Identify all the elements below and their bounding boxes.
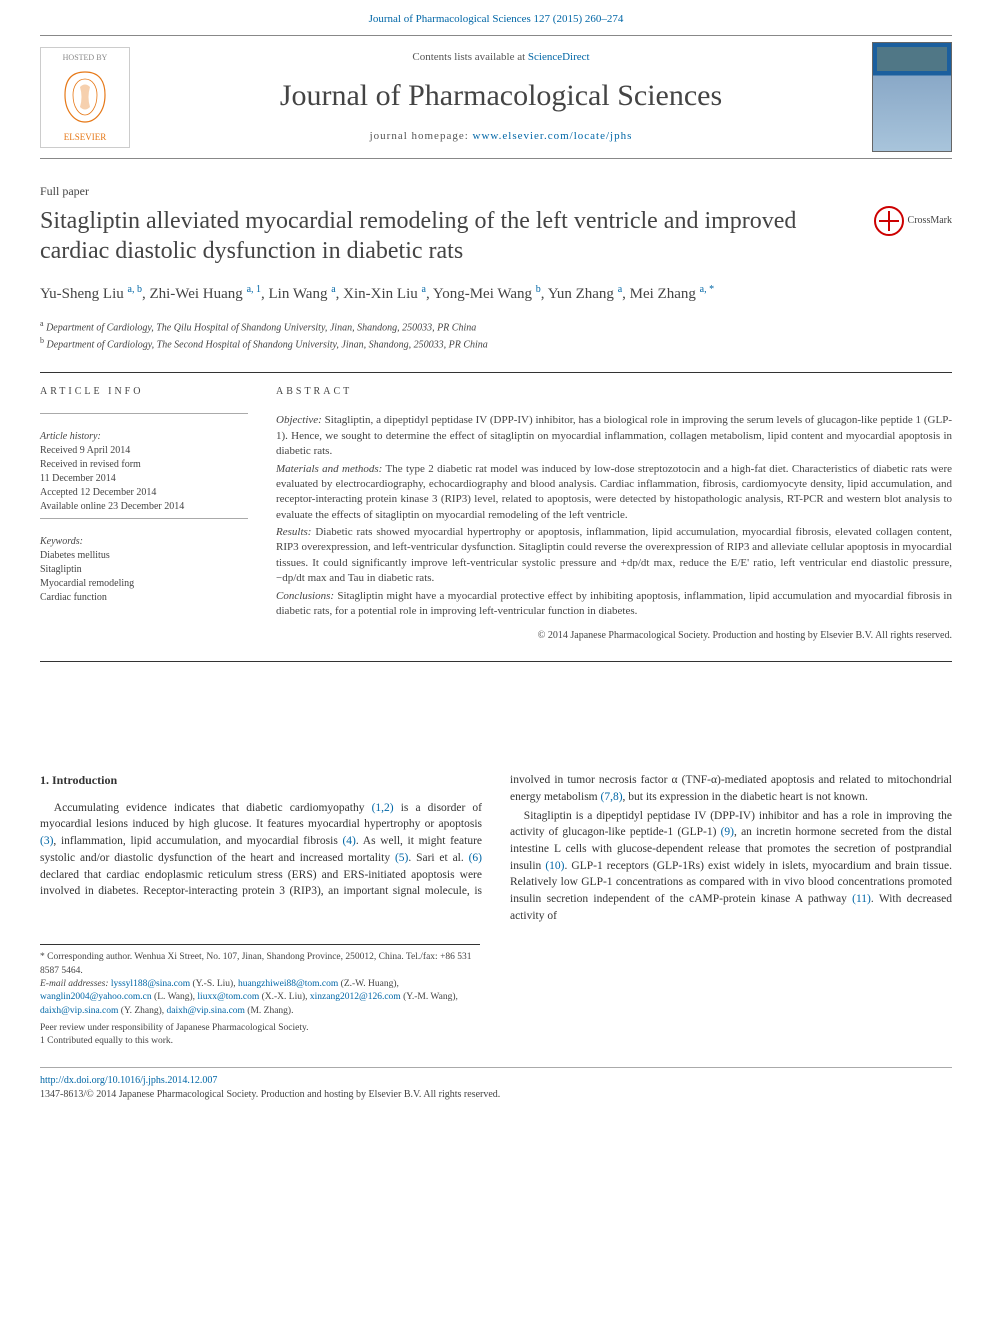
article-info-column: ARTICLE INFO Article history: Received 9… — [40, 373, 260, 661]
homepage-link[interactable]: www.elsevier.com/locate/jphs — [473, 130, 633, 142]
abstract-heading: ABSTRACT — [276, 385, 952, 403]
hosted-by-label: HOSTED BY — [63, 52, 108, 63]
history-online: Available online 23 December 2014 — [40, 500, 248, 514]
email-link[interactable]: daixh@vip.sina.com — [40, 1006, 118, 1016]
email-link[interactable]: liuxx@tom.com — [197, 992, 259, 1002]
email-link[interactable]: xinzang2012@126.com — [310, 992, 401, 1002]
email-addresses: E-mail addresses: lyssyl188@sina.com (Y.… — [40, 978, 480, 1018]
article-type: Full paper — [40, 183, 952, 200]
keywords-block: Keywords: Diabetes mellitus Sitagliptin … — [40, 518, 248, 605]
masthead-center: Contents lists available at ScienceDirec… — [142, 44, 860, 151]
history-revised-date: 11 December 2014 — [40, 472, 248, 486]
homepage-line: journal homepage: www.elsevier.com/locat… — [142, 129, 860, 144]
citation: Journal of Pharmacological Sciences 127 … — [369, 13, 624, 25]
journal-title: Journal of Pharmacological Sciences — [142, 75, 860, 117]
peer-review-note: Peer review under responsibility of Japa… — [40, 1022, 480, 1035]
ref-link[interactable]: (4) — [342, 835, 355, 847]
ref-link[interactable]: (1,2) — [372, 802, 394, 814]
email-link[interactable]: wanglin2004@yahoo.com.cn — [40, 992, 152, 1002]
ref-link[interactable]: (9) — [721, 826, 734, 838]
info-abstract-row: ARTICLE INFO Article history: Received 9… — [40, 372, 952, 662]
paper-title: Sitagliptin alleviated myocardial remode… — [40, 206, 858, 266]
abstract-results: Results: Diabetic rats showed myocardial… — [276, 525, 952, 587]
contents-prefix: Contents lists available at — [412, 51, 527, 63]
ref-link[interactable]: (6) — [469, 852, 482, 864]
footer-copyright: 1347-8613/© 2014 Japanese Pharmacologica… — [40, 1089, 500, 1100]
publisher-name: ELSEVIER — [64, 131, 107, 144]
abstract-column: ABSTRACT Objective: Sitagliptin, a dipep… — [260, 373, 952, 661]
author: Xin-Xin Liu a — [343, 286, 426, 302]
running-head: Journal of Pharmacological Sciences 127 … — [0, 0, 992, 35]
ref-link[interactable]: (7,8) — [601, 791, 623, 803]
crossmark-label: CrossMark — [908, 214, 952, 228]
body-text: 1. Introduction Accumulating evidence in… — [40, 772, 952, 924]
journal-cover-thumbnail — [872, 42, 952, 152]
keywords-label: Keywords: — [40, 535, 248, 549]
abstract-methods: Materials and methods: The type 2 diabet… — [276, 462, 952, 524]
author: Mei Zhang a, * — [630, 286, 714, 302]
section-heading: 1. Introduction — [40, 772, 482, 789]
article-history: Article history: Received 9 April 2014 R… — [40, 413, 248, 514]
author: Lin Wang a — [269, 286, 336, 302]
affiliation: Department of Cardiology, The Qilu Hospi… — [46, 322, 476, 333]
article-info-heading: ARTICLE INFO — [40, 385, 248, 403]
keyword: Cardiac function — [40, 591, 248, 605]
history-received: Received 9 April 2014 — [40, 444, 248, 458]
crossmark-icon — [874, 206, 904, 236]
masthead: HOSTED BY ELSEVIER Contents lists availa… — [40, 35, 952, 159]
homepage-prefix: journal homepage: — [370, 130, 473, 142]
ref-link[interactable]: (11) — [852, 893, 871, 905]
sciencedirect-link[interactable]: ScienceDirect — [528, 51, 590, 63]
history-label: Article history: — [40, 430, 248, 444]
corresponding-author: * Corresponding author. Wenhua Xi Street… — [40, 951, 480, 978]
abstract-objective: Objective: Sitagliptin, a dipeptidyl pep… — [276, 413, 952, 459]
author: Zhi-Wei Huang a, 1 — [149, 286, 261, 302]
title-block: Full paper Sitagliptin alleviated myocar… — [40, 183, 952, 352]
elsevier-logo-icon — [55, 67, 115, 127]
footnotes: * Corresponding author. Wenhua Xi Street… — [40, 944, 480, 1048]
keyword: Diabetes mellitus — [40, 549, 248, 563]
email-link[interactable]: lyssyl188@sina.com — [111, 979, 190, 989]
history-accepted: Accepted 12 December 2014 — [40, 486, 248, 500]
affiliation: Department of Cardiology, The Second Hos… — [47, 339, 488, 350]
doi-link[interactable]: http://dx.doi.org/10.1016/j.jphs.2014.12… — [40, 1075, 217, 1086]
contents-line: Contents lists available at ScienceDirec… — [142, 50, 860, 65]
publisher-badge: HOSTED BY ELSEVIER — [40, 47, 130, 149]
author-list: Yu-Sheng Liu a, b, Zhi-Wei Huang a, 1, L… — [40, 282, 952, 306]
body-para: Sitagliptin is a dipeptidyl peptidase IV… — [510, 808, 952, 925]
contribution-note: 1 Contributed equally to this work. — [40, 1035, 480, 1048]
crossmark-widget[interactable]: CrossMark — [874, 206, 952, 236]
history-revised-label: Received in revised form — [40, 458, 248, 472]
page-footer: http://dx.doi.org/10.1016/j.jphs.2014.12… — [40, 1067, 952, 1102]
ref-link[interactable]: (5) — [395, 852, 408, 864]
abstract-copyright: © 2014 Japanese Pharmacological Society.… — [276, 629, 952, 643]
author: Yu-Sheng Liu a, b — [40, 286, 142, 302]
email-link[interactable]: daixh@vip.sina.com — [167, 1006, 245, 1016]
keyword: Myocardial remodeling — [40, 577, 248, 591]
author: Yun Zhang a — [548, 286, 622, 302]
ref-link[interactable]: (3) — [40, 835, 53, 847]
abstract-conclusions: Conclusions: Sitagliptin might have a my… — [276, 589, 952, 620]
emails-label: E-mail addresses: — [40, 979, 109, 989]
email-link[interactable]: huangzhiwei88@tom.com — [238, 979, 338, 989]
affiliations: a Department of Cardiology, The Qilu Hos… — [40, 318, 952, 353]
author: Yong-Mei Wang b — [433, 286, 541, 302]
ref-link[interactable]: (10) — [545, 860, 564, 872]
keyword: Sitagliptin — [40, 563, 248, 577]
